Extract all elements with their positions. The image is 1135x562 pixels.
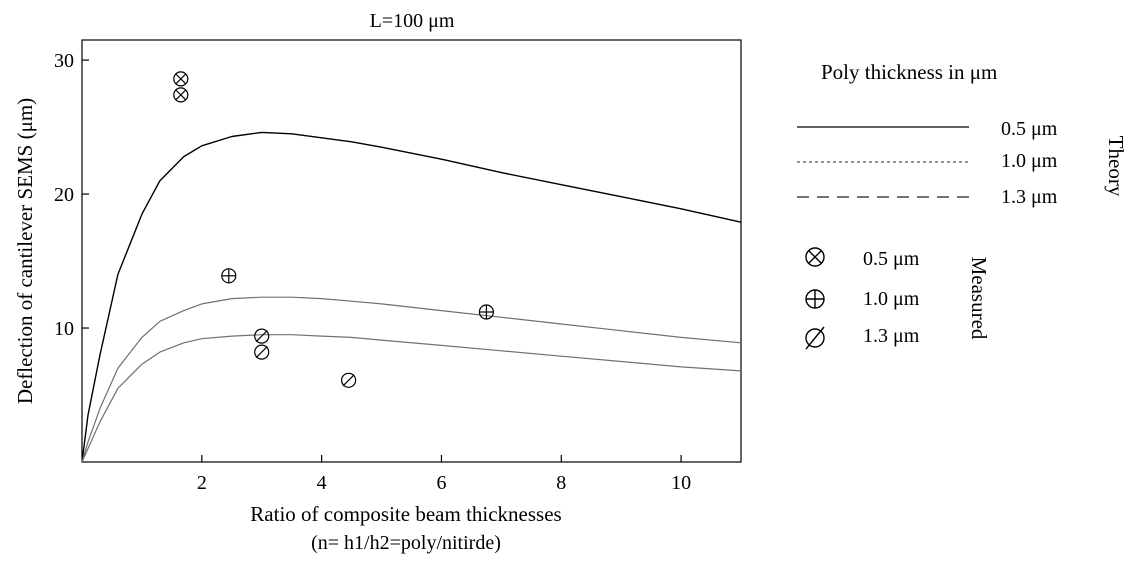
y-tick-label: 20 (54, 184, 74, 206)
chart-title: L=100 μm (370, 10, 455, 32)
legend-symbol-otimes (805, 247, 825, 267)
measured-markers (173, 71, 494, 388)
legend-measured-title: Measured (967, 257, 991, 340)
x-axis-label: Ratio of composite beam thicknesses (250, 502, 561, 526)
measured-point-otimes (173, 87, 189, 103)
legend-theory-1-0: 1.0 μm (1001, 150, 1058, 172)
measured-point-oslash (254, 328, 270, 344)
theory-curves (81, 131, 742, 463)
axis-ticks: 2 4 6 8 10 10 20 30 (54, 50, 691, 494)
x-axis-sublabel: (n= h1/h2=poly/nitirde) (311, 532, 501, 554)
x-tick-label: 8 (556, 472, 566, 494)
legend-heading: Poly thickness in μm (821, 60, 997, 84)
measured-point-oplus (221, 268, 237, 284)
x-tick-label: 6 (436, 472, 446, 494)
measured-point-otimes (173, 71, 189, 87)
y-tick-label: 10 (54, 318, 74, 340)
theory-curve-0-5 (81, 131, 742, 463)
theory-curve-1-0 (81, 296, 742, 463)
measured-point-oslash (341, 372, 357, 388)
x-tick-label: 4 (317, 472, 327, 494)
legend-theory-0-5: 0.5 μm (1001, 118, 1058, 140)
legend-symbol-oplus (805, 289, 825, 309)
y-tick-label: 30 (54, 50, 74, 72)
legend-theory-title: Theory (1104, 136, 1128, 197)
measured-point-oplus (478, 304, 494, 320)
theory-curve-1-3 (81, 334, 742, 463)
plot-frame (81, 39, 742, 463)
x-tick-label: 2 (197, 472, 207, 494)
legend-measured-1-3: 1.3 μm (863, 325, 920, 347)
legend: Poly thickness in μm 0.5 μm 1.0 μm 1.3 μ… (797, 60, 1128, 350)
measured-point-oslash (254, 344, 270, 360)
legend-symbol-oslash (805, 326, 825, 350)
legend-measured-1-0: 1.0 μm (863, 288, 920, 310)
x-tick-label: 10 (671, 472, 691, 494)
legend-measured-0-5: 0.5 μm (863, 248, 920, 270)
y-axis-label: Deflection of cantilever SEMS (μm) (13, 98, 37, 404)
legend-theory-1-3: 1.3 μm (1001, 186, 1058, 208)
